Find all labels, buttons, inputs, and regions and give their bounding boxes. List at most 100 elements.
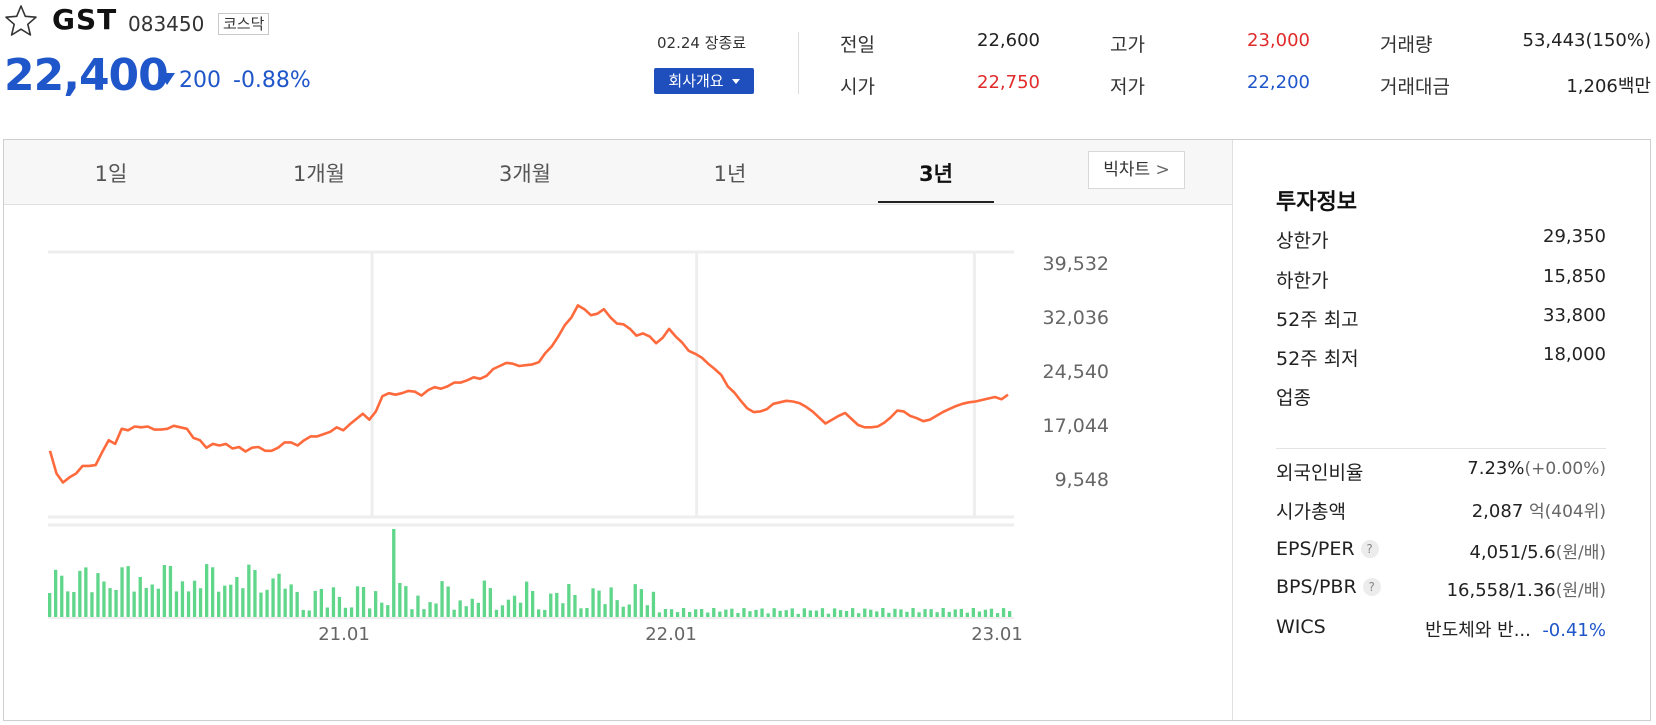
high-label: 고가: [1110, 34, 1145, 56]
market-cap-number: 2,087: [1471, 501, 1524, 522]
volume-bar: [198, 588, 203, 617]
lower-limit-label: 하한가: [1276, 270, 1329, 292]
volume-bar: [331, 587, 336, 617]
volume-bar: [881, 608, 885, 617]
volume-bar: [374, 591, 378, 617]
market-cap-label: 시가총액: [1276, 501, 1346, 523]
tab-1y[interactable]: 1년: [713, 162, 747, 186]
market-cap-unit: 억(404위): [1529, 502, 1606, 522]
volume-bar: [108, 588, 112, 617]
volume-bar: [120, 567, 124, 617]
volume-bar: [229, 584, 233, 617]
volume-bar: [494, 609, 499, 617]
volume-bar: [573, 595, 577, 617]
volume-bar: [235, 577, 239, 617]
y-tick-label: 9,548: [1055, 469, 1109, 491]
volume-bar: [790, 608, 794, 617]
tab-3y[interactable]: 3년: [919, 162, 953, 186]
volume-bar: [778, 610, 782, 617]
volume-bar: [754, 609, 758, 617]
favorite-star-icon[interactable]: [4, 4, 38, 38]
volume-bar: [482, 580, 486, 617]
volume-bar: [283, 588, 287, 617]
low-value: 22,200: [1247, 72, 1310, 93]
bps-pbr-value: 16,558/1.36(원/배): [1447, 576, 1606, 601]
volume-bar: [156, 588, 160, 617]
low-label: 저가: [1110, 76, 1145, 98]
company-overview-button[interactable]: 회사개요: [654, 68, 754, 94]
foreign-ratio-number: 7.23%: [1467, 458, 1525, 479]
volume-bar: [343, 607, 348, 617]
volume-bar: [766, 613, 770, 617]
volume-bar: [820, 608, 825, 617]
tab-3m[interactable]: 3개월: [498, 162, 551, 186]
eps-per-value: 4,051/5.6(원/배): [1469, 538, 1606, 563]
market-cap-value: 2,087 억(404위): [1472, 497, 1606, 522]
volume-bar: [669, 609, 674, 617]
volume-bar: [814, 610, 819, 617]
volume-bar: [434, 603, 438, 617]
price-chart: 39,532 32,036 24,540 17,044 9,548 21.01 22.01 2…: [48, 250, 1109, 645]
volume-bar: [603, 604, 607, 617]
volume-bar: [681, 608, 686, 617]
volume-bar: [651, 591, 656, 617]
volume-bar: [627, 604, 631, 617]
active-tab-indicator: [878, 201, 994, 203]
volume-bar: [205, 564, 209, 617]
volume-bar: [935, 612, 939, 617]
volume-bar: [947, 611, 951, 617]
help-icon[interactable]: ?: [1360, 540, 1379, 558]
volume-bar: [923, 609, 927, 617]
volume-bar: [591, 588, 595, 617]
volume-bar: [470, 598, 474, 617]
big-chart-label: 빅차트: [1103, 160, 1151, 180]
wics-change: -0.41%: [1542, 620, 1606, 641]
volume-bar: [180, 581, 185, 617]
caret-down-icon: [731, 79, 740, 84]
chart-area: 39,532 32,036 24,540 17,044 9,548 21.01 22.01 2…: [4, 204, 1233, 720]
y-tick-label: 24,540: [1043, 361, 1109, 383]
foreign-ratio-label: 외국인비율: [1276, 462, 1364, 484]
volume-bar: [893, 608, 897, 617]
volume-bar: [905, 611, 909, 617]
volume-bar: [398, 583, 402, 617]
wics-value: 반도체와 반... -0.41%: [1425, 616, 1606, 642]
volume-bar: [392, 529, 396, 617]
bps-pbr-number: 16,558/1.36: [1446, 580, 1556, 601]
bps-pbr-label: BPS/PBR?: [1276, 576, 1381, 598]
volume-bar: [694, 609, 698, 617]
wics-industry[interactable]: 반도체와 반...: [1425, 620, 1531, 641]
volume-bar: [349, 607, 354, 617]
volume-bar: [621, 606, 625, 617]
volume-bar: [217, 591, 221, 617]
tab-1d[interactable]: 1일: [94, 162, 128, 186]
volume-bar: [995, 613, 1000, 617]
help-icon[interactable]: ?: [1362, 578, 1381, 596]
volume-bar: [953, 609, 957, 617]
x-tick-label: 22.01: [645, 624, 697, 645]
amount-value: 1,206백만: [1480, 72, 1651, 98]
big-chart-button[interactable]: 빅차트 >: [1088, 151, 1185, 189]
volume-bar: [663, 609, 668, 617]
volume-bar: [1008, 611, 1012, 617]
volume-bar: [977, 611, 982, 617]
volume-bar: [869, 609, 873, 617]
volume-bar: [518, 602, 523, 617]
volume-bar: [90, 592, 94, 617]
volume-bar: [410, 609, 414, 617]
bps-pbr-unit: (원/배): [1555, 581, 1606, 601]
volume-bar: [440, 581, 444, 617]
volume-bar: [772, 608, 776, 617]
down-triangle-icon: [159, 73, 175, 85]
volume-bar: [259, 592, 263, 617]
invest-info-title: 투자정보: [1276, 190, 1357, 215]
market-close-time: 02.24 장종료: [657, 34, 747, 52]
open-label: 시가: [840, 76, 875, 98]
volume-bar: [289, 584, 293, 617]
volume-bar: [700, 609, 704, 617]
volume-bar: [223, 585, 227, 617]
volume-bar: [277, 573, 281, 617]
foreign-ratio-value: 7.23%(+0.00%): [1467, 458, 1606, 479]
tab-1m[interactable]: 1개월: [292, 162, 345, 186]
volume-bar: [887, 612, 891, 617]
